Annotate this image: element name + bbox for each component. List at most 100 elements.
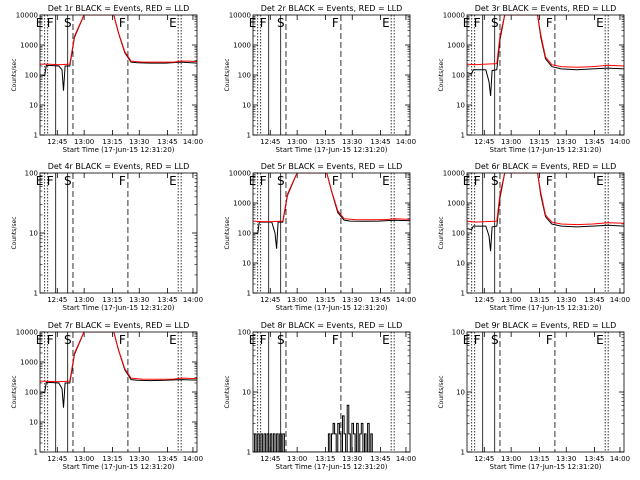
x-tick-label: 13:15 bbox=[102, 296, 122, 304]
series-group bbox=[40, 332, 197, 408]
x-tick-label: 13:00 bbox=[74, 138, 94, 146]
events-series-line bbox=[40, 15, 197, 91]
interval-marker-label: S bbox=[64, 333, 72, 347]
events-series-line bbox=[40, 332, 197, 408]
x-tick-label: 12:45 bbox=[474, 455, 494, 463]
y-tick-label: 1 bbox=[247, 132, 251, 140]
interval-marker-label: E bbox=[596, 16, 604, 30]
detector-panel: Det 8r BLACK = Events, RED = LLD 1 10 100 12… bbox=[224, 321, 416, 471]
y-tick-label: 10 bbox=[29, 102, 38, 110]
y-tick-label: 1000 bbox=[233, 42, 251, 50]
plot-frame bbox=[252, 172, 411, 294]
y-axis-label: Counts/sec bbox=[11, 58, 18, 91]
interval-marker-label: F bbox=[546, 174, 553, 188]
y-tick-label: 1000 bbox=[447, 200, 465, 208]
interval-marker-label: E bbox=[169, 16, 177, 30]
interval-marker-label: S bbox=[277, 333, 285, 347]
interval-marker-label: E bbox=[382, 16, 390, 30]
y-tick-label: 10000 bbox=[229, 170, 251, 178]
y-tick-label: 100 bbox=[25, 170, 38, 178]
x-tick-label: 13:45 bbox=[157, 138, 177, 146]
x-tick-label: 12:45 bbox=[260, 296, 280, 304]
x-tick-label: 13:15 bbox=[315, 455, 335, 463]
interval-marker-label: S bbox=[491, 174, 499, 188]
y-axis-label: Counts/sec bbox=[11, 375, 18, 408]
y-tick-label: 1 bbox=[247, 290, 251, 298]
x-axis-label: Start Time (17-Jun-15 12:31:20) bbox=[276, 146, 388, 154]
y-tick-label: 100 bbox=[25, 389, 38, 397]
events-series-line bbox=[467, 173, 624, 252]
interval-marker-label: F bbox=[332, 174, 339, 188]
interval-marker-label: S bbox=[64, 16, 72, 30]
y-axis-label: Counts/sec bbox=[438, 58, 445, 91]
lld-series-line bbox=[467, 173, 624, 226]
x-tick-label: 13:00 bbox=[501, 138, 521, 146]
x-tick-label: 13:30 bbox=[129, 296, 149, 304]
interval-marker-label: E bbox=[463, 174, 471, 188]
y-tick-label: 100 bbox=[238, 329, 251, 337]
y-tick-label: 1 bbox=[247, 449, 251, 457]
y-tick-label: 100 bbox=[452, 329, 465, 337]
x-tick-label: 13:45 bbox=[157, 455, 177, 463]
x-tick-label: 14:00 bbox=[610, 138, 630, 146]
y-axis-label: Counts/sec bbox=[224, 58, 231, 91]
x-tick-label: 13:30 bbox=[342, 455, 362, 463]
x-tick-label: 12:45 bbox=[260, 138, 280, 146]
panel-title: Det 8r BLACK = Events, RED = LLD bbox=[261, 321, 403, 330]
y-tick-label: 1 bbox=[461, 449, 465, 457]
x-tick-label: 13:30 bbox=[556, 296, 576, 304]
x-tick-label: 13:00 bbox=[287, 138, 307, 146]
interval-marker-label: S bbox=[491, 333, 499, 347]
series-group bbox=[40, 15, 197, 91]
lld-series-line bbox=[253, 173, 410, 223]
y-tick-label: 1000 bbox=[20, 42, 38, 50]
interval-marker-label: F bbox=[119, 16, 126, 30]
interval-marker-label: F bbox=[546, 16, 553, 30]
interval-marker-label: E bbox=[596, 174, 604, 188]
x-tick-label: 13:15 bbox=[102, 455, 122, 463]
x-tick-label: 13:30 bbox=[129, 138, 149, 146]
y-tick-label: 1000 bbox=[447, 42, 465, 50]
x-tick-label: 13:30 bbox=[342, 138, 362, 146]
y-axis-label: Counts/sec bbox=[438, 375, 445, 408]
y-tick-label: 100 bbox=[452, 230, 465, 238]
y-tick-label: 10000 bbox=[16, 329, 38, 337]
x-tick-label: 12:45 bbox=[474, 296, 494, 304]
interval-marker-label: E bbox=[596, 333, 604, 347]
interval-marker-label: E bbox=[249, 16, 257, 30]
interval-marker-label: E bbox=[463, 16, 471, 30]
plot-frame bbox=[466, 14, 625, 136]
y-tick-label: 10000 bbox=[443, 12, 465, 20]
detector-panel: Det 2r BLACK = Events, RED = LLD 1 10 100 10… bbox=[224, 4, 416, 154]
lld-series-line bbox=[40, 332, 197, 383]
interval-marker-label: F bbox=[260, 16, 267, 30]
interval-marker-label: E bbox=[36, 174, 44, 188]
x-tick-label: 12:45 bbox=[474, 138, 494, 146]
x-axis-label: Start Time (17-Jun-15 12:31:20) bbox=[63, 304, 175, 312]
x-tick-label: 13:45 bbox=[584, 296, 604, 304]
y-axis-label: Counts/sec bbox=[11, 216, 18, 249]
x-tick-label: 13:00 bbox=[287, 296, 307, 304]
panel-title: Det 9r BLACK = Events, RED = LLD bbox=[475, 321, 617, 330]
x-axis-label: Start Time (17-Jun-15 12:31:20) bbox=[490, 146, 602, 154]
x-tick-label: 13:45 bbox=[370, 455, 390, 463]
interval-marker-label: E bbox=[249, 174, 257, 188]
y-tick-label: 1 bbox=[461, 132, 465, 140]
lld-series-line bbox=[40, 15, 197, 66]
panel-title: Det 5r BLACK = Events, RED = LLD bbox=[261, 162, 403, 171]
y-tick-label: 100 bbox=[25, 72, 38, 80]
x-axis-label: Start Time (17-Jun-15 12:31:20) bbox=[490, 304, 602, 312]
plot-frame bbox=[466, 172, 625, 294]
x-tick-label: 14:00 bbox=[610, 455, 630, 463]
panel-title: Det 7r BLACK = Events, RED = LLD bbox=[48, 321, 190, 330]
x-tick-label: 13:00 bbox=[74, 296, 94, 304]
panel-title: Det 2r BLACK = Events, RED = LLD bbox=[261, 4, 403, 13]
interval-marker-label: F bbox=[332, 333, 339, 347]
x-tick-label: 14:00 bbox=[396, 296, 416, 304]
y-tick-label: 1 bbox=[34, 290, 38, 298]
plot-frame bbox=[39, 14, 198, 136]
detector-panel: Det 3r BLACK = Events, RED = LLD 1 10 100 10… bbox=[438, 4, 630, 154]
series-group bbox=[253, 404, 373, 452]
interval-marker-label: F bbox=[474, 16, 481, 30]
